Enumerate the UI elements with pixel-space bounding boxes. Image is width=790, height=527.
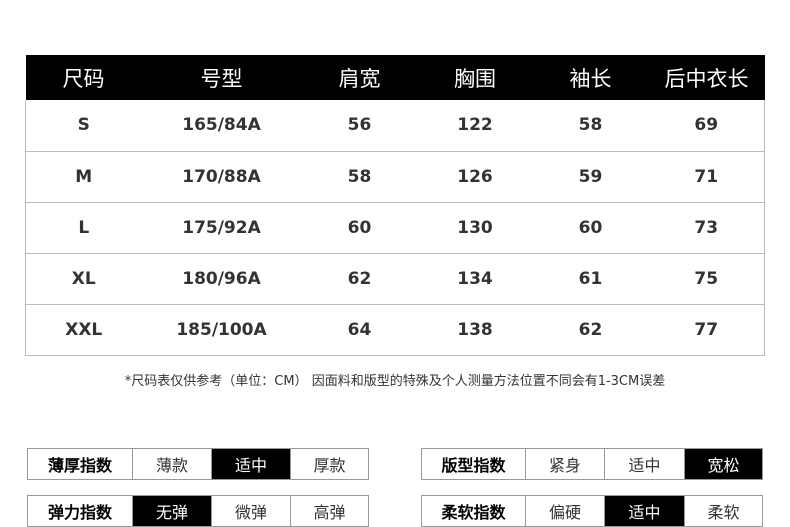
index-option: 厚款 xyxy=(290,449,368,479)
table-row: S 165/84A 56 122 58 69 xyxy=(25,100,765,152)
header-cell: 尺码 xyxy=(25,55,142,100)
table-cell: XL xyxy=(25,253,142,305)
table-cell: 180/96A xyxy=(141,253,302,305)
table-cell: M xyxy=(25,151,142,203)
table-cell: 73 xyxy=(648,202,765,254)
table-row: L 175/92A 60 130 60 73 xyxy=(25,202,765,254)
index-scale: 弹力指数 无弹 微弹 高弹 xyxy=(27,495,369,527)
table-cell: 126 xyxy=(417,151,533,203)
index-option: 适中 xyxy=(604,496,684,526)
table-cell: 185/100A xyxy=(141,304,302,356)
table-cell: 138 xyxy=(417,304,533,356)
table-cell: 64 xyxy=(301,304,418,356)
index-option: 薄款 xyxy=(132,449,211,479)
index-option: 高弹 xyxy=(290,496,368,526)
index-option: 柔软 xyxy=(684,496,762,526)
table-cell: 58 xyxy=(301,151,418,203)
size-note: *尺码表仅供参考（单位：CM） 因面料和版型的特殊及个人测量方法位置不同会有1-… xyxy=(124,374,666,389)
table-header-row: 尺码 号型 肩宽 胸围 袖长 后中衣长 xyxy=(25,55,765,100)
index-option: 宽松 xyxy=(684,449,762,479)
index-option: 紧身 xyxy=(525,449,604,479)
header-cell: 肩宽 xyxy=(301,55,418,100)
table-cell: 56 xyxy=(301,100,418,152)
index-option: 适中 xyxy=(211,449,290,479)
index-label: 弹力指数 xyxy=(47,503,112,522)
table-cell: 58 xyxy=(532,100,649,152)
table-cell: 59 xyxy=(532,151,649,203)
index-option: 偏硬 xyxy=(525,496,604,526)
table-row: M 170/88A 58 126 59 71 xyxy=(25,151,765,203)
index-scale: 版型指数 紧身 适中 宽松 xyxy=(421,448,763,480)
index-label: 薄厚指数 xyxy=(47,456,112,475)
table-cell: 130 xyxy=(417,202,533,254)
table-cell: 62 xyxy=(532,304,649,356)
header-cell: 袖长 xyxy=(532,55,649,100)
table-cell: 122 xyxy=(417,100,533,152)
table-cell: 69 xyxy=(648,100,765,152)
index-scale: 薄厚指数 薄款 适中 厚款 xyxy=(27,448,369,480)
index-scale: 柔软指数 偏硬 适中 柔软 xyxy=(421,495,763,527)
table-cell: 77 xyxy=(648,304,765,356)
table-cell: L xyxy=(25,202,142,254)
table-cell: 60 xyxy=(532,202,649,254)
size-chart-table: 尺码 号型 肩宽 胸围 袖长 后中衣长 S 165/84A 56 122 58 69 M 17… xyxy=(25,55,765,356)
header-cell: 号型 xyxy=(141,55,302,100)
table-cell: 60 xyxy=(301,202,418,254)
table-cell: 165/84A xyxy=(141,100,302,152)
header-cell: 后中衣长 xyxy=(648,55,765,100)
index-option: 无弹 xyxy=(132,496,211,526)
table-cell: 71 xyxy=(648,151,765,203)
index-option: 适中 xyxy=(604,449,684,479)
header-cell: 胸围 xyxy=(417,55,533,100)
index-label: 版型指数 xyxy=(441,456,506,475)
index-option: 微弹 xyxy=(211,496,290,526)
table-cell: 134 xyxy=(417,253,533,305)
table-row: XL 180/96A 62 134 61 75 xyxy=(25,253,765,305)
table-cell: S xyxy=(25,100,142,152)
table-cell: 170/88A xyxy=(141,151,302,203)
index-label: 柔软指数 xyxy=(441,503,506,522)
table-row: XXL 185/100A 64 138 62 77 xyxy=(25,304,765,356)
table-cell: 175/92A xyxy=(141,202,302,254)
table-cell: XXL xyxy=(25,304,142,356)
table-cell: 62 xyxy=(301,253,418,305)
table-cell: 75 xyxy=(648,253,765,305)
table-cell: 61 xyxy=(532,253,649,305)
